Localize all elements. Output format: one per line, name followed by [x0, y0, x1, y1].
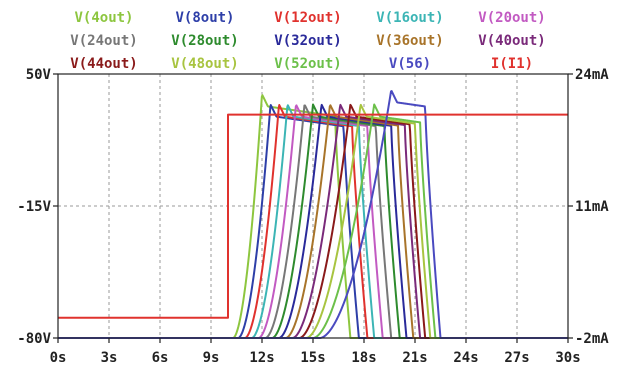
legend-entry: V(28out) — [171, 33, 238, 49]
x-tick-label: 24s — [453, 350, 478, 366]
x-tick-label: 3s — [101, 350, 118, 366]
y-tick-label-right: 11mA — [575, 199, 609, 215]
series-line — [58, 113, 568, 319]
y-tick-label-left: -80V — [17, 331, 51, 347]
legend-entry: I(I1) — [491, 56, 533, 72]
x-tick-label: 21s — [402, 350, 427, 366]
legend-entry: V(36out) — [376, 33, 443, 49]
x-tick-label: 6s — [152, 350, 169, 366]
legend-entry: V(44out) — [70, 56, 137, 72]
legend-entry: V(40out) — [478, 33, 545, 49]
y-tick-label-right: -2mA — [575, 331, 609, 347]
legend-entry: V(12out) — [274, 10, 341, 26]
y-tick-label-right: 24mA — [575, 67, 609, 83]
x-tick-label: 15s — [300, 350, 325, 366]
legend: V(4out) V(8out) V(12out) V(16out) V(20out) V(… — [70, 10, 545, 72]
legend-entry: V(56) — [389, 56, 431, 72]
x-tick-label: 18s — [351, 350, 376, 366]
x-tick-label: 9s — [203, 350, 220, 366]
legend-entry: V(32out) — [274, 33, 341, 49]
legend-entry: V(24out) — [70, 33, 137, 49]
legend-entry: V(4out) — [74, 10, 133, 26]
y-tick-label-left: -15V — [17, 199, 51, 215]
legend-entry: V(8out) — [175, 10, 234, 26]
series-line — [58, 94, 568, 339]
x-tick-label: 27s — [504, 350, 529, 366]
legend-entry: V(48out) — [171, 56, 238, 72]
legend-entry: V(52out) — [274, 56, 341, 72]
legend-entry: V(16out) — [376, 10, 443, 26]
x-tick-label: 0s — [50, 350, 67, 366]
ticks: 0s 3s 6s 9s 12s 15s 18s 21s 24s 27s 30s 50V -15V -80V… — [17, 67, 609, 366]
legend-entry: V(20out) — [478, 10, 545, 26]
x-tick-label: 12s — [249, 350, 274, 366]
y-tick-label-left: 50V — [26, 67, 52, 83]
x-tick-label: 30s — [555, 350, 580, 366]
